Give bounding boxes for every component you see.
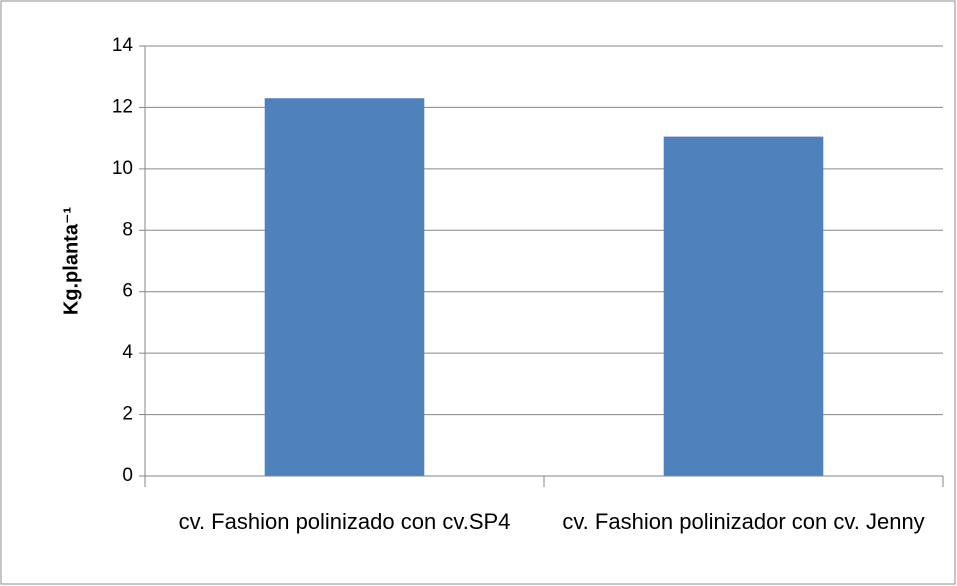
x-tick-label: cv. Fashion polinizador con cv. Jenny — [562, 509, 925, 534]
y-tick-label: 10 — [112, 158, 133, 179]
y-tick-label: 6 — [122, 281, 133, 302]
bar — [264, 98, 425, 476]
y-tick-label: 8 — [122, 219, 133, 240]
y-tick-label: 12 — [112, 96, 133, 117]
y-tick-label: 0 — [122, 465, 133, 486]
y-tick-label: 2 — [122, 404, 133, 425]
y-tick-label: 14 — [112, 35, 134, 56]
y-axis-title: Kg.planta⁻¹ — [60, 207, 82, 316]
x-tick-label: cv. Fashion polinizado con cv.SP4 — [178, 509, 511, 534]
y-tick-label: 4 — [122, 342, 133, 363]
bar — [663, 136, 824, 476]
